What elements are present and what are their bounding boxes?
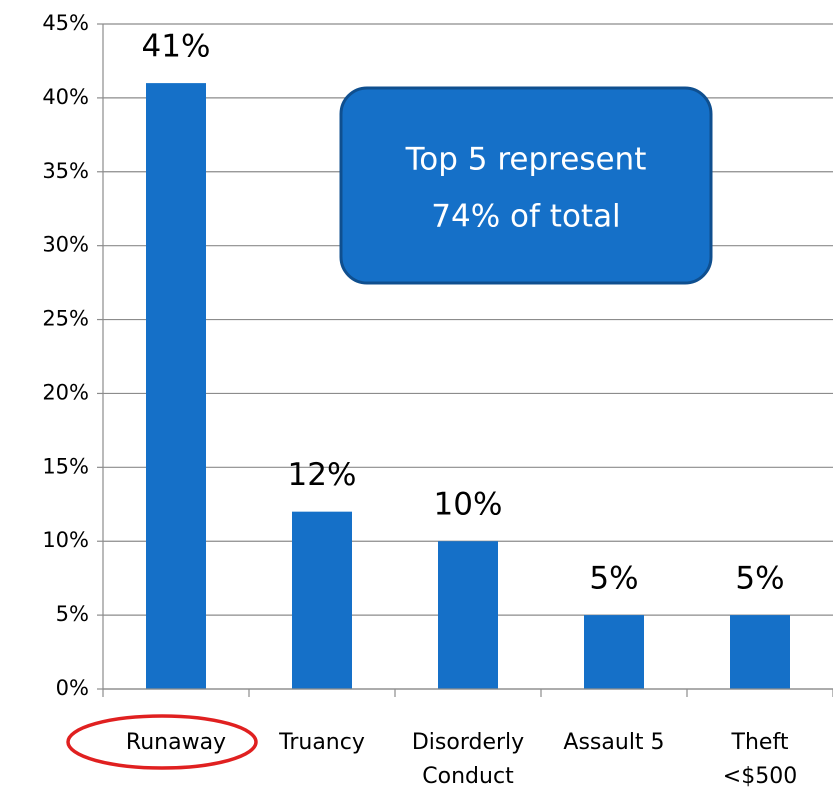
annotation-box	[339, 86, 713, 285]
bar	[730, 615, 790, 689]
y-tick-label: 30%	[42, 233, 89, 257]
y-tick-label: 15%	[42, 454, 89, 478]
y-tick-label: 5%	[56, 602, 89, 626]
x-tick-label: Assault 5	[563, 730, 664, 755]
value-label: 5%	[589, 561, 638, 597]
x-tick-label: Disorderly Conduct	[412, 730, 524, 789]
bar	[438, 541, 498, 689]
value-label: 41%	[142, 29, 211, 65]
bar	[146, 83, 206, 690]
x-tick-label: Theft <$500	[723, 730, 797, 789]
value-label: 10%	[434, 487, 503, 523]
x-tick-label: Truancy	[278, 730, 365, 755]
x-tick-label: Runaway	[126, 730, 226, 755]
y-tick-label: 20%	[42, 380, 89, 404]
y-tick-label: 35%	[42, 159, 89, 183]
bar	[292, 511, 352, 689]
annotation-text: 74% of total	[431, 199, 620, 235]
y-tick-label: 25%	[42, 307, 89, 331]
y-tick-label: 40%	[42, 85, 89, 109]
y-tick-label: 10%	[42, 528, 89, 552]
highlight-ellipse	[66, 714, 258, 770]
y-tick-label: 45%	[42, 11, 89, 35]
y-tick-label: 0%	[56, 676, 89, 700]
value-label: 5%	[735, 561, 784, 597]
annotation-text: Top 5 represent	[405, 142, 647, 178]
bar	[584, 615, 644, 689]
value-label: 12%	[288, 457, 357, 493]
